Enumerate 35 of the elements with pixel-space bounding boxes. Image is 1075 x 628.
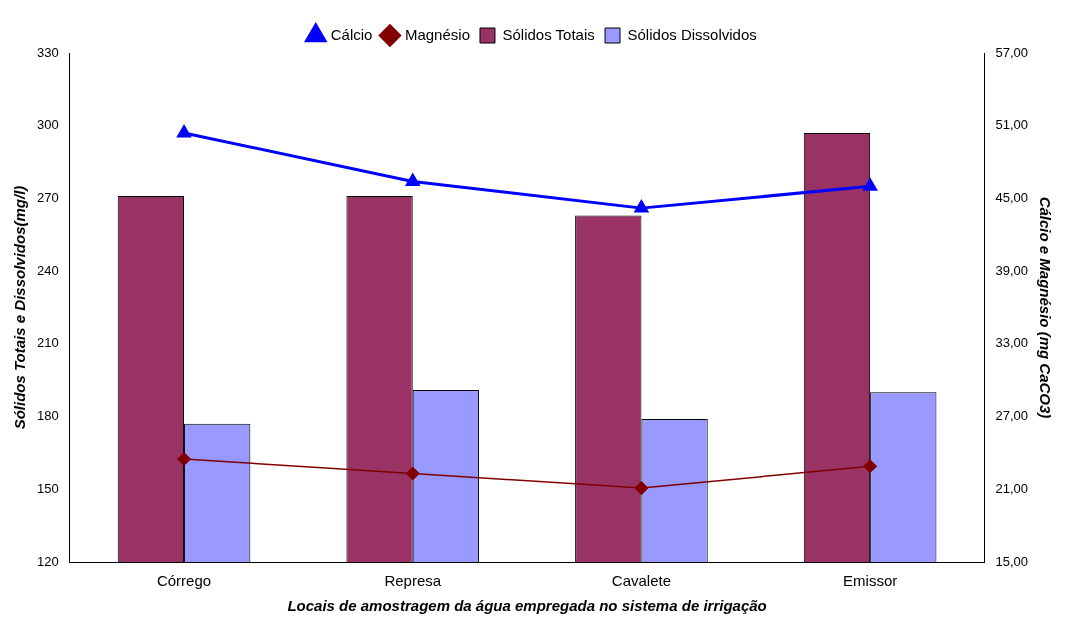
legend-label: Cálcio <box>330 25 373 43</box>
x-tick-label: Cavalete <box>611 572 672 590</box>
y-tick-label: 270 <box>36 190 59 206</box>
x-tick-label: Represa <box>384 572 442 590</box>
point <box>405 466 420 481</box>
y-tick-label: 180 <box>36 408 59 424</box>
y-tick-label: 120 <box>36 553 59 569</box>
y-tick-label: 210 <box>36 335 59 351</box>
y2-axis-title: Cálcio e Magnésio (mg CaCO3) <box>1036 196 1054 419</box>
y2-tick-label: 45,00 <box>995 190 1029 206</box>
point <box>634 200 649 213</box>
y-tick-label: 150 <box>36 480 59 496</box>
y2-tick-label: 21,00 <box>995 480 1029 496</box>
legend-label: Magnésio <box>404 25 470 43</box>
y-tick-label: 300 <box>36 117 59 133</box>
point <box>177 125 191 138</box>
point <box>177 452 191 466</box>
y-axis-title: Sólidos Totais e Dissolvidos(mg/l) <box>11 185 29 430</box>
y2-tick-label: 57,00 <box>995 44 1029 60</box>
legend-label: Sólidos Totais <box>502 25 595 43</box>
y2-tick-label: 39,00 <box>995 262 1029 278</box>
x-axis-title: Locais de amostragem da água empregada no sistema de irrigação <box>287 597 767 615</box>
y2-tick-label: 27,00 <box>995 408 1029 424</box>
y-tick-label: 330 <box>36 44 59 60</box>
y2-tick-label: 15,00 <box>995 553 1029 569</box>
y2-tick-label: 51,00 <box>995 117 1029 133</box>
point <box>863 178 877 191</box>
x-tick-label: Emissor <box>843 572 898 590</box>
point <box>863 459 877 474</box>
x-tick-label: Córrego <box>156 572 212 590</box>
point <box>634 481 649 495</box>
y-tick-label: 240 <box>36 262 59 278</box>
y2-tick-label: 33,00 <box>995 335 1029 351</box>
point <box>406 173 420 186</box>
legend-label: Sólidos Dissolvidos <box>627 25 757 43</box>
